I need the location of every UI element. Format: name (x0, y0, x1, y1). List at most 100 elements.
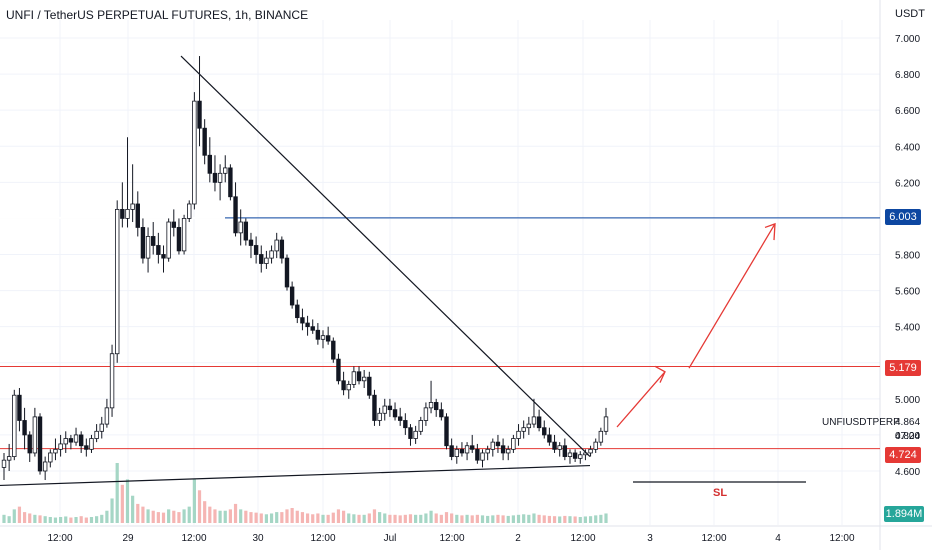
volume-bar (187, 506, 191, 523)
level-mask (0, 216, 225, 219)
volume-bar (197, 490, 202, 523)
candle-body (341, 380, 346, 391)
volume-bar (264, 514, 269, 523)
candle-body (73, 434, 79, 443)
candle-body (197, 100, 202, 129)
volume-bar (131, 495, 135, 523)
volume-bar (254, 512, 258, 523)
candle-body (310, 326, 315, 331)
candle-body (114, 208, 120, 355)
volume-bar (33, 514, 37, 523)
volume-bar (74, 517, 78, 523)
y-tick-label: 5.600 (895, 287, 920, 298)
candle-body (202, 127, 207, 156)
volume-bar (53, 517, 58, 523)
volume-bar (156, 512, 160, 523)
candle-body (454, 448, 459, 457)
volume-bar (480, 515, 485, 523)
volume-bar (506, 515, 510, 523)
stop-loss-label: SL (713, 487, 728, 499)
volume-bar (352, 514, 356, 523)
candle-body (490, 441, 496, 450)
volume-bar (321, 514, 325, 523)
candle-body (269, 250, 274, 259)
candle-body (531, 416, 537, 425)
candle-body (58, 443, 63, 450)
volume-bar (362, 514, 366, 523)
volume-bar (259, 513, 263, 523)
candle-body (289, 286, 295, 306)
candle-body (320, 335, 326, 340)
candle-body (181, 218, 187, 252)
volume-bar (316, 513, 320, 523)
candle-body (377, 412, 382, 421)
candle-body (259, 254, 264, 264)
candle-body (459, 448, 465, 454)
candle-body (140, 227, 146, 259)
candle-body (557, 445, 562, 450)
volume-bar (136, 503, 140, 523)
candle-body (392, 409, 398, 418)
candle-body (233, 196, 238, 234)
volume-bar (491, 515, 495, 523)
volume-bar (455, 514, 459, 523)
candle-body (212, 172, 218, 183)
volume-tag: 1.894M (884, 506, 924, 522)
candle-body (12, 394, 17, 457)
candle-body (84, 445, 89, 450)
volume-bar (367, 513, 371, 523)
volume-bar (429, 510, 433, 523)
volume-bar (208, 506, 212, 523)
candle-body (542, 427, 547, 436)
candle-body (572, 452, 578, 459)
candle-body (578, 454, 583, 459)
y-tick-label: 6.400 (895, 142, 920, 153)
volume-bar (249, 512, 253, 523)
volume-bar (568, 516, 572, 523)
axis-currency-label: USDT (895, 8, 925, 20)
candle-body (536, 416, 542, 429)
candle-body (253, 245, 259, 255)
volume-bar (244, 510, 248, 523)
volume-bar (563, 515, 567, 523)
candle-body (27, 434, 32, 454)
candle-body (42, 461, 48, 472)
x-tick-label: 3 (647, 533, 653, 544)
volume-bar (64, 516, 68, 523)
volume-bar (511, 515, 515, 523)
volume-bar (578, 517, 582, 523)
candle-body (217, 172, 223, 183)
volume-bar (305, 513, 310, 523)
candle-body (588, 448, 593, 454)
volume-bar (300, 512, 305, 523)
volume-bar (84, 517, 88, 523)
volume-bar (290, 508, 294, 523)
x-tick-label: 12:00 (47, 533, 72, 544)
candle-body (48, 452, 53, 463)
volume-bar (516, 514, 521, 523)
y-tick-label: 5.000 (895, 395, 920, 406)
x-tick-label: 12:00 (439, 533, 464, 544)
volume-bar (470, 515, 474, 523)
candle-body (130, 203, 135, 210)
candle-body (207, 154, 213, 174)
volume-bar (419, 514, 423, 523)
candle-body (475, 448, 480, 461)
volume-bar (496, 514, 500, 523)
candle-body (495, 441, 501, 447)
volume-bar (115, 463, 119, 523)
candle-body (223, 167, 228, 174)
volume-bar (573, 516, 577, 523)
candle-body (166, 221, 171, 259)
volume-bar (38, 515, 42, 523)
volume-bar (336, 509, 341, 523)
volume-bar (414, 514, 418, 523)
candle-body (135, 203, 140, 228)
candle-body (511, 438, 516, 450)
candle-body (346, 383, 351, 391)
candle-body (356, 371, 362, 382)
candle-body (506, 448, 511, 454)
volume-bar (465, 514, 469, 523)
